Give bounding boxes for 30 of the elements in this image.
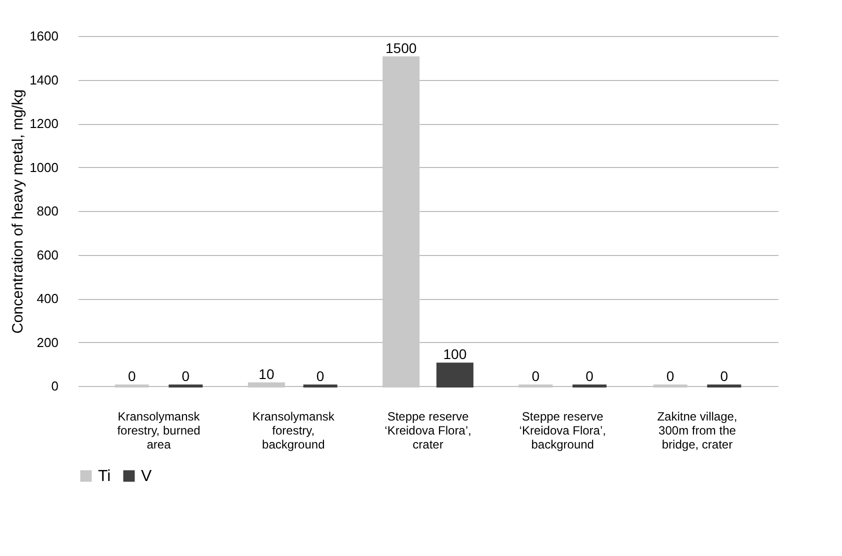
legend-label: Ti xyxy=(98,468,111,485)
y-tick-label: 600 xyxy=(36,247,58,262)
x-tick-label: Steppe reserve ‘Kreidova Flora’, crater xyxy=(384,410,472,452)
data-label: 0 xyxy=(532,368,540,384)
data-label: 10 xyxy=(258,366,274,382)
x-tick-label: Steppe reserve ‘Kreidova Flora’, background xyxy=(519,410,606,452)
data-label: 0 xyxy=(586,368,594,384)
y-tick-label: 800 xyxy=(36,204,58,218)
data-label: 0 xyxy=(316,368,324,384)
legend-label: V xyxy=(141,468,152,485)
x-tick-label: Zakitne village, 300m from the bridge, crater xyxy=(657,410,738,452)
x-tick-label: Kransolymansk forestry, background xyxy=(252,410,336,452)
data-label: 0 xyxy=(128,368,136,384)
data-label: 1500 xyxy=(386,40,417,56)
data-label: 0 xyxy=(666,368,674,384)
y-tick-label: 1000 xyxy=(30,160,58,175)
y-tick-label: 1200 xyxy=(30,116,58,131)
y-tick-label: 1600 xyxy=(30,28,58,44)
y-tick-label: 1400 xyxy=(30,72,58,88)
y-tick-label: 200 xyxy=(36,334,58,350)
bar xyxy=(382,56,420,388)
bar xyxy=(248,382,285,388)
y-tick-label: 400 xyxy=(36,291,58,306)
y-tick-label: 0 xyxy=(51,378,58,394)
y-axis-title: Concentration of heavy metal, mg/kg xyxy=(10,89,27,334)
data-label: 100 xyxy=(443,346,467,362)
bar xyxy=(436,362,474,388)
data-label: 0 xyxy=(720,368,728,384)
x-tick-label: Kransolymansk forestry, burned area xyxy=(117,410,201,452)
data-label: 0 xyxy=(182,368,190,384)
